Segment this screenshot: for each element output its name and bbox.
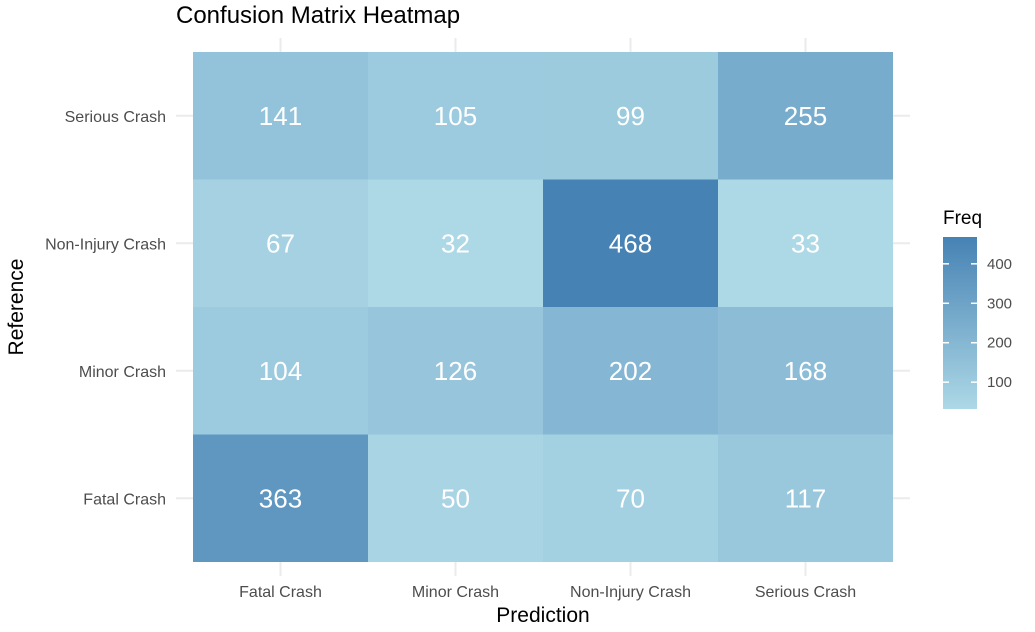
heatmap-cell xyxy=(193,179,368,307)
legend-tick-label: 200 xyxy=(987,335,1012,352)
heatmap-cell xyxy=(368,179,543,307)
cell-value-label: 50 xyxy=(441,483,470,513)
cell-value-label: 141 xyxy=(259,101,302,131)
x-tick-label: Fatal Crash xyxy=(239,584,322,601)
cell-value-label: 255 xyxy=(784,101,827,131)
legend-tick-label: 300 xyxy=(987,295,1012,312)
cell-value-labels: 141 105 99 255 67 32 468 33 104 126 202 168 363 50 70 1… xyxy=(259,101,827,514)
cell-value-label: 126 xyxy=(434,356,477,386)
x-axis-title: Prediction xyxy=(496,604,589,627)
cell-value-label: 168 xyxy=(784,356,827,386)
heatmap-cell xyxy=(718,179,893,307)
cell-value-label: 67 xyxy=(266,228,295,258)
cell-value-label: 33 xyxy=(791,228,820,258)
heatmap-cell xyxy=(718,52,893,180)
heatmap-cells xyxy=(193,52,893,562)
heatmap-cell xyxy=(368,307,543,435)
heatmap-cell xyxy=(368,52,543,180)
y-tick-label: Fatal Crash xyxy=(83,491,166,508)
cell-value-label: 70 xyxy=(616,483,645,513)
x-tick-label: Serious Crash xyxy=(755,584,856,601)
color-legend: Freq 100 200 300 400 xyxy=(943,208,1012,409)
heatmap-cell xyxy=(543,434,718,562)
legend-tick-label: 100 xyxy=(987,374,1012,391)
heatmap-cell xyxy=(193,307,368,435)
cell-value-label: 202 xyxy=(609,356,652,386)
x-tick-label: Non-Injury Crash xyxy=(570,584,691,601)
x-tick-label: Minor Crash xyxy=(412,584,499,601)
cell-value-label: 104 xyxy=(259,356,302,386)
cell-value-label: 363 xyxy=(259,483,302,513)
y-tick-label: Non-Injury Crash xyxy=(45,236,166,253)
cell-value-label: 105 xyxy=(434,101,477,131)
x-axis-tick-labels: Fatal Crash Minor Crash Non-Injury Crash Se… xyxy=(239,584,856,601)
cell-value-label: 32 xyxy=(441,228,470,258)
heatmap-cell xyxy=(543,307,718,435)
y-axis-title: Reference xyxy=(5,259,28,356)
cell-value-label: 117 xyxy=(785,483,826,513)
heatmap-cell xyxy=(193,434,368,562)
heatmap-cell xyxy=(718,434,893,562)
legend-color-bar xyxy=(943,237,977,409)
heatmap-cell xyxy=(543,52,718,180)
heatmap-cell xyxy=(368,434,543,562)
heatmap-cell xyxy=(543,179,718,307)
legend-title: Freq xyxy=(943,208,982,229)
cell-value-label: 99 xyxy=(616,101,645,131)
heatmap-cell xyxy=(193,52,368,180)
y-tick-label: Minor Crash xyxy=(79,364,166,381)
y-axis-tick-labels: Fatal Crash Minor Crash Non-Injury Crash Se… xyxy=(45,109,166,509)
cell-value-label: 468 xyxy=(609,228,652,258)
chart-title: Confusion Matrix Heatmap xyxy=(176,2,460,29)
legend-tick-label: 400 xyxy=(987,256,1012,273)
heatmap-cell xyxy=(718,307,893,435)
y-tick-label: Serious Crash xyxy=(65,109,166,126)
